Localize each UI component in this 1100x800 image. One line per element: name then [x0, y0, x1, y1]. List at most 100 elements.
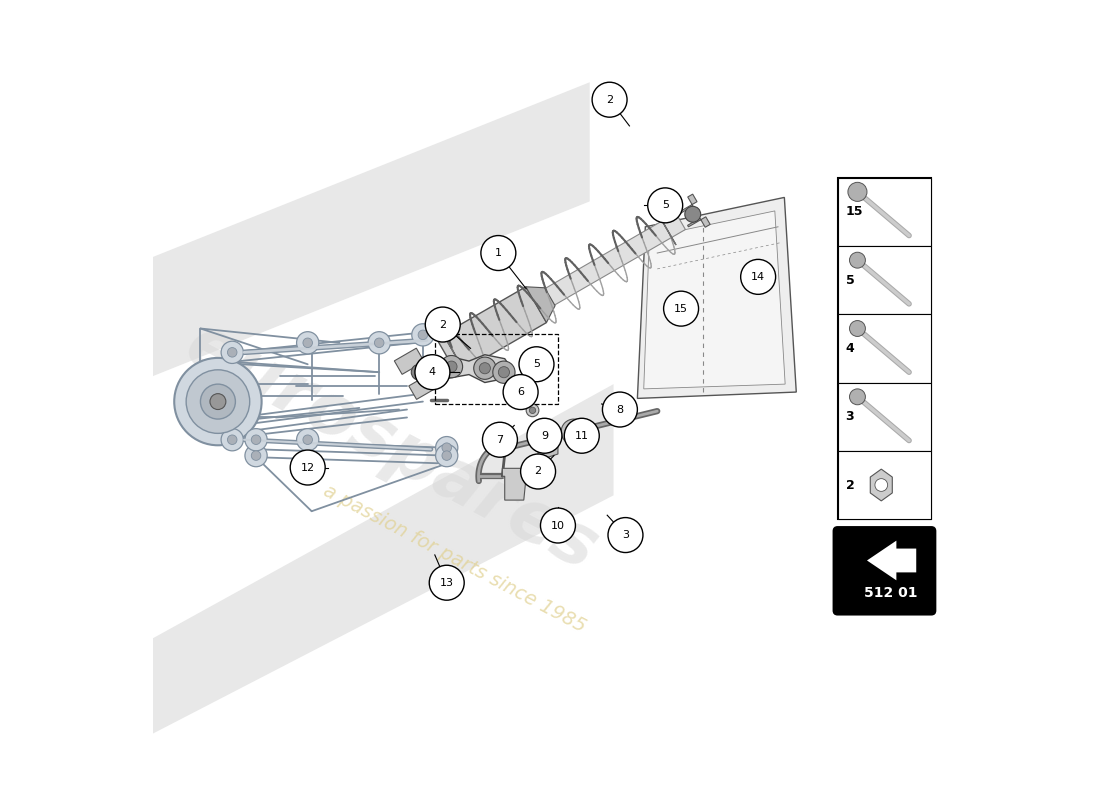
- Text: 5: 5: [662, 200, 669, 210]
- Circle shape: [245, 445, 267, 466]
- Circle shape: [221, 342, 243, 363]
- Text: 5: 5: [846, 274, 855, 286]
- Text: 1: 1: [495, 248, 502, 258]
- Circle shape: [446, 361, 458, 372]
- Circle shape: [874, 478, 888, 491]
- Polygon shape: [644, 211, 785, 389]
- Circle shape: [569, 426, 580, 438]
- Circle shape: [564, 418, 600, 454]
- Text: 13: 13: [440, 578, 453, 588]
- Circle shape: [474, 357, 496, 379]
- Text: a passion for parts since 1985: a passion for parts since 1985: [320, 482, 590, 637]
- Circle shape: [481, 235, 516, 270]
- Text: 3: 3: [621, 530, 629, 540]
- Text: 11: 11: [575, 430, 589, 441]
- Circle shape: [440, 355, 463, 378]
- Polygon shape: [688, 217, 711, 227]
- Circle shape: [186, 370, 250, 434]
- Circle shape: [436, 445, 458, 466]
- Text: eurospares: eurospares: [174, 310, 609, 586]
- Circle shape: [483, 422, 517, 457]
- Text: 2: 2: [535, 466, 541, 477]
- Circle shape: [561, 419, 586, 445]
- Text: 15: 15: [846, 206, 864, 218]
- Circle shape: [418, 330, 428, 340]
- Circle shape: [493, 361, 515, 383]
- Circle shape: [519, 346, 554, 382]
- Text: 10: 10: [551, 521, 565, 530]
- Polygon shape: [870, 469, 892, 501]
- Text: 9: 9: [541, 430, 548, 441]
- Circle shape: [426, 307, 460, 342]
- Circle shape: [849, 389, 866, 405]
- Circle shape: [526, 404, 539, 417]
- Circle shape: [415, 354, 450, 390]
- Circle shape: [221, 429, 243, 451]
- Circle shape: [251, 435, 261, 445]
- Polygon shape: [409, 370, 439, 399]
- Circle shape: [374, 338, 384, 347]
- Circle shape: [685, 206, 701, 222]
- Circle shape: [498, 366, 509, 378]
- Circle shape: [592, 82, 627, 117]
- Circle shape: [540, 508, 575, 543]
- Bar: [837, 178, 932, 246]
- Circle shape: [480, 362, 491, 374]
- Circle shape: [290, 450, 326, 485]
- Text: 7: 7: [496, 434, 504, 445]
- Polygon shape: [525, 213, 685, 317]
- Circle shape: [436, 437, 458, 458]
- Circle shape: [740, 259, 776, 294]
- Circle shape: [228, 435, 236, 445]
- Circle shape: [411, 364, 427, 380]
- Polygon shape: [503, 468, 538, 500]
- Circle shape: [849, 321, 866, 337]
- Polygon shape: [437, 286, 547, 374]
- Circle shape: [848, 182, 867, 202]
- Bar: [837, 314, 932, 382]
- Text: 2: 2: [846, 478, 855, 491]
- Bar: [837, 382, 932, 451]
- Circle shape: [849, 252, 866, 268]
- Polygon shape: [526, 286, 556, 322]
- Circle shape: [302, 338, 312, 347]
- Polygon shape: [538, 438, 558, 460]
- Text: 3: 3: [846, 410, 855, 423]
- Polygon shape: [680, 194, 697, 214]
- Bar: [837, 178, 932, 519]
- Polygon shape: [394, 348, 430, 374]
- Circle shape: [210, 394, 225, 410]
- Polygon shape: [153, 82, 590, 376]
- Text: 12: 12: [300, 462, 315, 473]
- Text: 8: 8: [616, 405, 624, 414]
- Text: 2: 2: [606, 94, 613, 105]
- Circle shape: [368, 332, 390, 354]
- Text: 512 01: 512 01: [865, 586, 917, 600]
- Circle shape: [520, 454, 556, 489]
- Circle shape: [503, 374, 538, 410]
- Polygon shape: [441, 354, 510, 382]
- Circle shape: [251, 451, 261, 460]
- Circle shape: [603, 392, 637, 427]
- Text: 5: 5: [534, 359, 540, 370]
- Circle shape: [302, 435, 312, 445]
- Circle shape: [297, 332, 319, 354]
- Circle shape: [429, 566, 464, 600]
- Bar: [837, 246, 932, 314]
- Circle shape: [174, 358, 262, 446]
- Circle shape: [228, 347, 236, 357]
- Circle shape: [245, 429, 267, 451]
- Circle shape: [442, 451, 451, 460]
- Circle shape: [442, 443, 451, 453]
- Text: 4: 4: [429, 367, 436, 377]
- Text: 14: 14: [751, 272, 766, 282]
- Text: 4: 4: [846, 342, 855, 355]
- Polygon shape: [637, 198, 796, 398]
- Text: 15: 15: [674, 304, 689, 314]
- Bar: [837, 451, 932, 519]
- Text: 6: 6: [517, 387, 524, 397]
- FancyBboxPatch shape: [834, 527, 935, 614]
- Circle shape: [527, 418, 562, 454]
- Polygon shape: [153, 384, 614, 734]
- Circle shape: [200, 384, 235, 419]
